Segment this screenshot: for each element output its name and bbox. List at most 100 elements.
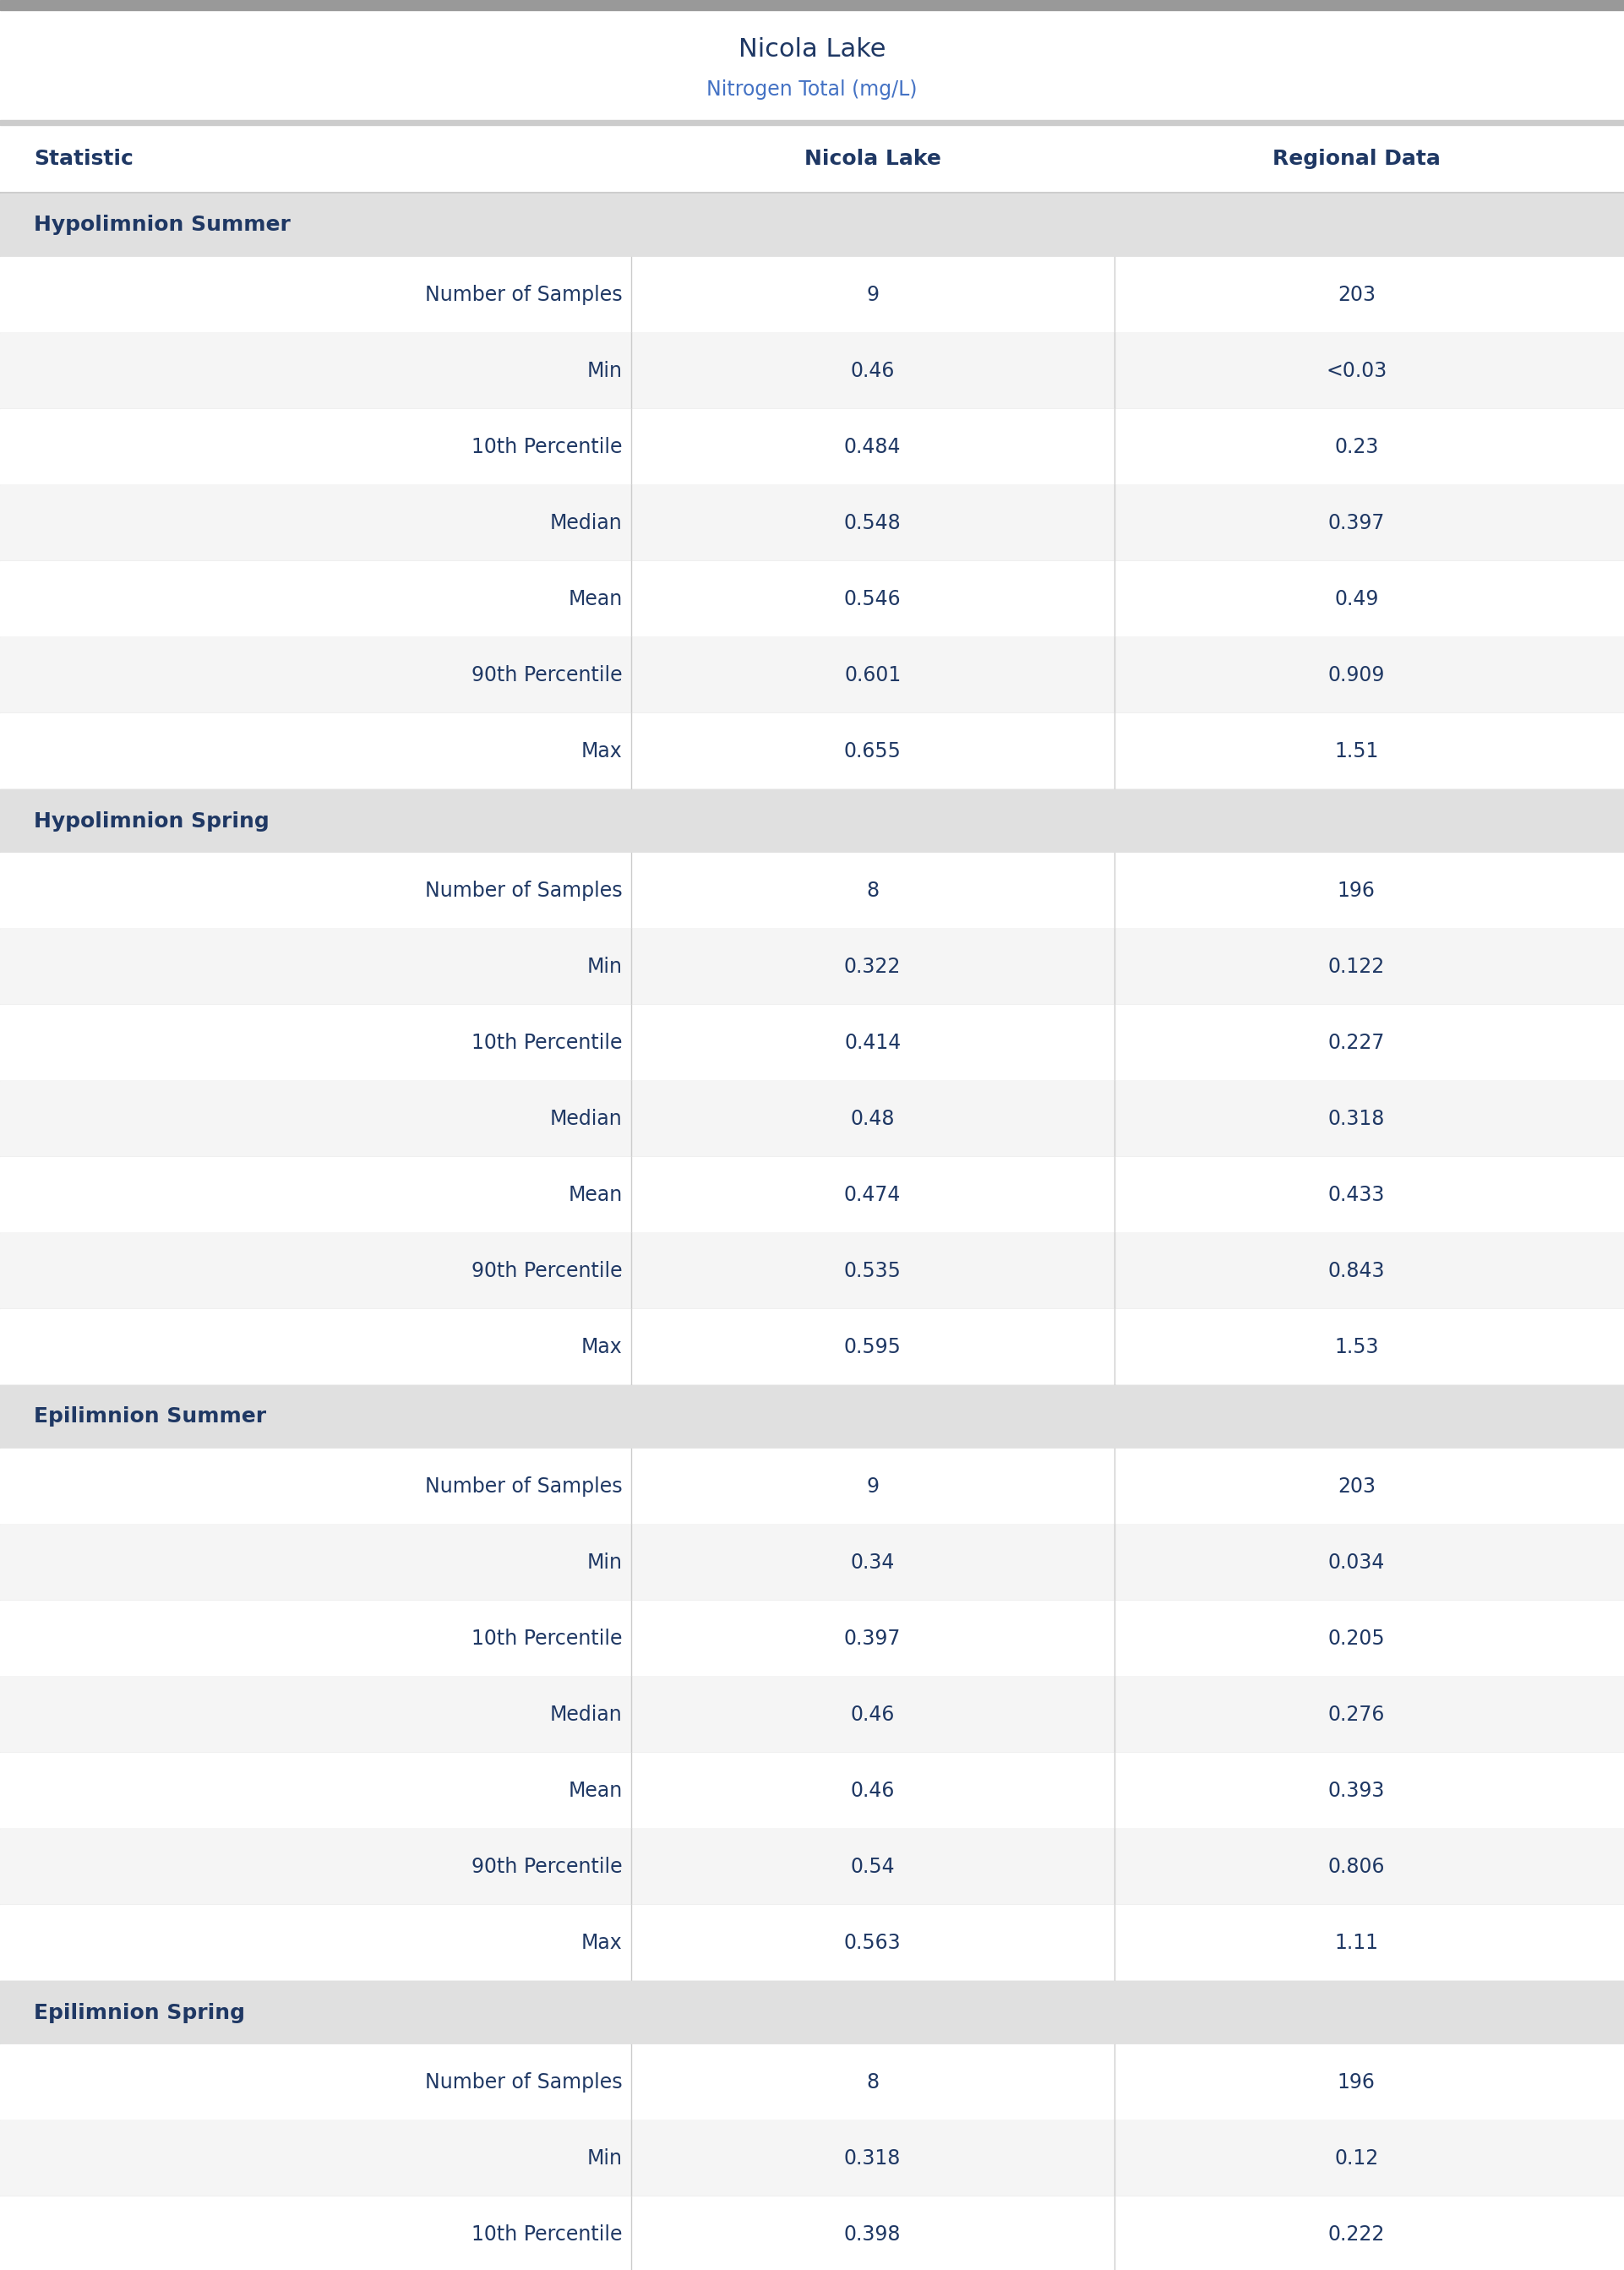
Text: 0.23: 0.23: [1335, 436, 1379, 456]
Bar: [0, 790, 1624, 854]
Text: 0.46: 0.46: [851, 1705, 895, 1725]
Text: 0.393: 0.393: [1328, 1780, 1385, 1800]
Text: Median: Median: [551, 513, 622, 533]
Text: 0.322: 0.322: [844, 956, 901, 976]
Bar: [0, 713, 1624, 790]
Text: 0.205: 0.205: [1328, 1628, 1385, 1648]
Text: Mean: Mean: [568, 588, 622, 608]
Text: 10th Percentile: 10th Percentile: [473, 1628, 622, 1648]
Text: 0.433: 0.433: [1328, 1185, 1385, 1205]
Bar: [0, 1385, 1624, 1448]
Text: Min: Min: [588, 1553, 622, 1573]
Text: Number of Samples: Number of Samples: [425, 881, 622, 901]
Text: 90th Percentile: 90th Percentile: [471, 1857, 622, 1877]
Bar: [0, 486, 1624, 561]
Text: Epilimnion Spring: Epilimnion Spring: [34, 2002, 245, 2023]
Bar: [0, 928, 1624, 1006]
Text: Median: Median: [551, 1108, 622, 1128]
Text: 0.595: 0.595: [844, 1337, 901, 1357]
Text: 0.46: 0.46: [851, 361, 895, 381]
Text: <0.03: <0.03: [1325, 361, 1387, 381]
Text: Nitrogen Total (mg/L): Nitrogen Total (mg/L): [706, 79, 918, 100]
Text: 1.51: 1.51: [1335, 742, 1379, 760]
Text: Nicola Lake: Nicola Lake: [804, 150, 940, 168]
Text: 0.535: 0.535: [844, 1260, 901, 1280]
Text: Min: Min: [588, 956, 622, 976]
Text: Statistic: Statistic: [34, 150, 133, 168]
Text: 9: 9: [866, 284, 879, 304]
Bar: [0, 193, 1624, 257]
Text: 196: 196: [1338, 881, 1376, 901]
Bar: [0, 1678, 1624, 1752]
Text: 0.843: 0.843: [1328, 1260, 1385, 1280]
Text: 0.397: 0.397: [1328, 513, 1385, 533]
Bar: [0, 125, 1624, 193]
Text: 0.318: 0.318: [844, 2147, 901, 2168]
Text: 0.548: 0.548: [844, 513, 901, 533]
Text: 90th Percentile: 90th Percentile: [471, 665, 622, 686]
Text: 0.54: 0.54: [851, 1857, 895, 1877]
Bar: [0, 638, 1624, 713]
Text: 0.122: 0.122: [1328, 956, 1385, 976]
Text: 0.414: 0.414: [844, 1033, 901, 1053]
Text: 0.806: 0.806: [1328, 1857, 1385, 1877]
Bar: [0, 1006, 1624, 1081]
Text: 9: 9: [866, 1476, 879, 1496]
Text: 8: 8: [866, 881, 879, 901]
Bar: [0, 1830, 1624, 1905]
Text: 8: 8: [866, 2073, 879, 2093]
Text: 0.48: 0.48: [851, 1108, 895, 1128]
Text: Mean: Mean: [568, 1780, 622, 1800]
Text: Number of Samples: Number of Samples: [425, 2073, 622, 2093]
Bar: [0, 1600, 1624, 1678]
Bar: [0, 9, 1624, 120]
Bar: [0, 2045, 1624, 2120]
Text: 10th Percentile: 10th Percentile: [473, 2225, 622, 2245]
Bar: [0, 854, 1624, 928]
Bar: [0, 0, 1624, 9]
Text: 0.49: 0.49: [1335, 588, 1379, 608]
Bar: [0, 2120, 1624, 2197]
Text: Hypolimnion Summer: Hypolimnion Summer: [34, 216, 291, 236]
Text: 90th Percentile: 90th Percentile: [471, 1260, 622, 1280]
Text: 0.474: 0.474: [844, 1185, 901, 1205]
Text: 0.909: 0.909: [1328, 665, 1385, 686]
Text: 0.397: 0.397: [844, 1628, 901, 1648]
Text: Max: Max: [581, 1337, 622, 1357]
Bar: [0, 1525, 1624, 1600]
Bar: [0, 1905, 1624, 1982]
Text: 0.227: 0.227: [1328, 1033, 1385, 1053]
Text: 203: 203: [1337, 284, 1376, 304]
Text: 0.222: 0.222: [1328, 2225, 1385, 2245]
Text: Min: Min: [588, 2147, 622, 2168]
Bar: [0, 1982, 1624, 2045]
Text: Mean: Mean: [568, 1185, 622, 1205]
Text: 1.11: 1.11: [1335, 1932, 1379, 1952]
Text: 0.546: 0.546: [844, 588, 901, 608]
Text: 196: 196: [1338, 2073, 1376, 2093]
Text: 0.601: 0.601: [844, 665, 901, 686]
Bar: [0, 334, 1624, 409]
Text: Number of Samples: Number of Samples: [425, 284, 622, 304]
Bar: [0, 1233, 1624, 1310]
Text: 0.318: 0.318: [1328, 1108, 1385, 1128]
Text: 0.12: 0.12: [1335, 2147, 1379, 2168]
Bar: [0, 120, 1624, 125]
Text: Max: Max: [581, 742, 622, 760]
Text: 0.034: 0.034: [1328, 1553, 1385, 1573]
Bar: [0, 257, 1624, 334]
Bar: [0, 1448, 1624, 1525]
Bar: [0, 561, 1624, 638]
Bar: [0, 2197, 1624, 2270]
Bar: [0, 1158, 1624, 1233]
Text: 0.398: 0.398: [844, 2225, 901, 2245]
Text: Median: Median: [551, 1705, 622, 1725]
Bar: [0, 1310, 1624, 1385]
Text: Min: Min: [588, 361, 622, 381]
Bar: [0, 409, 1624, 486]
Text: 10th Percentile: 10th Percentile: [473, 436, 622, 456]
Bar: [0, 1081, 1624, 1158]
Text: Nicola Lake: Nicola Lake: [739, 36, 885, 61]
Bar: [0, 1752, 1624, 1830]
Text: 0.276: 0.276: [1328, 1705, 1385, 1725]
